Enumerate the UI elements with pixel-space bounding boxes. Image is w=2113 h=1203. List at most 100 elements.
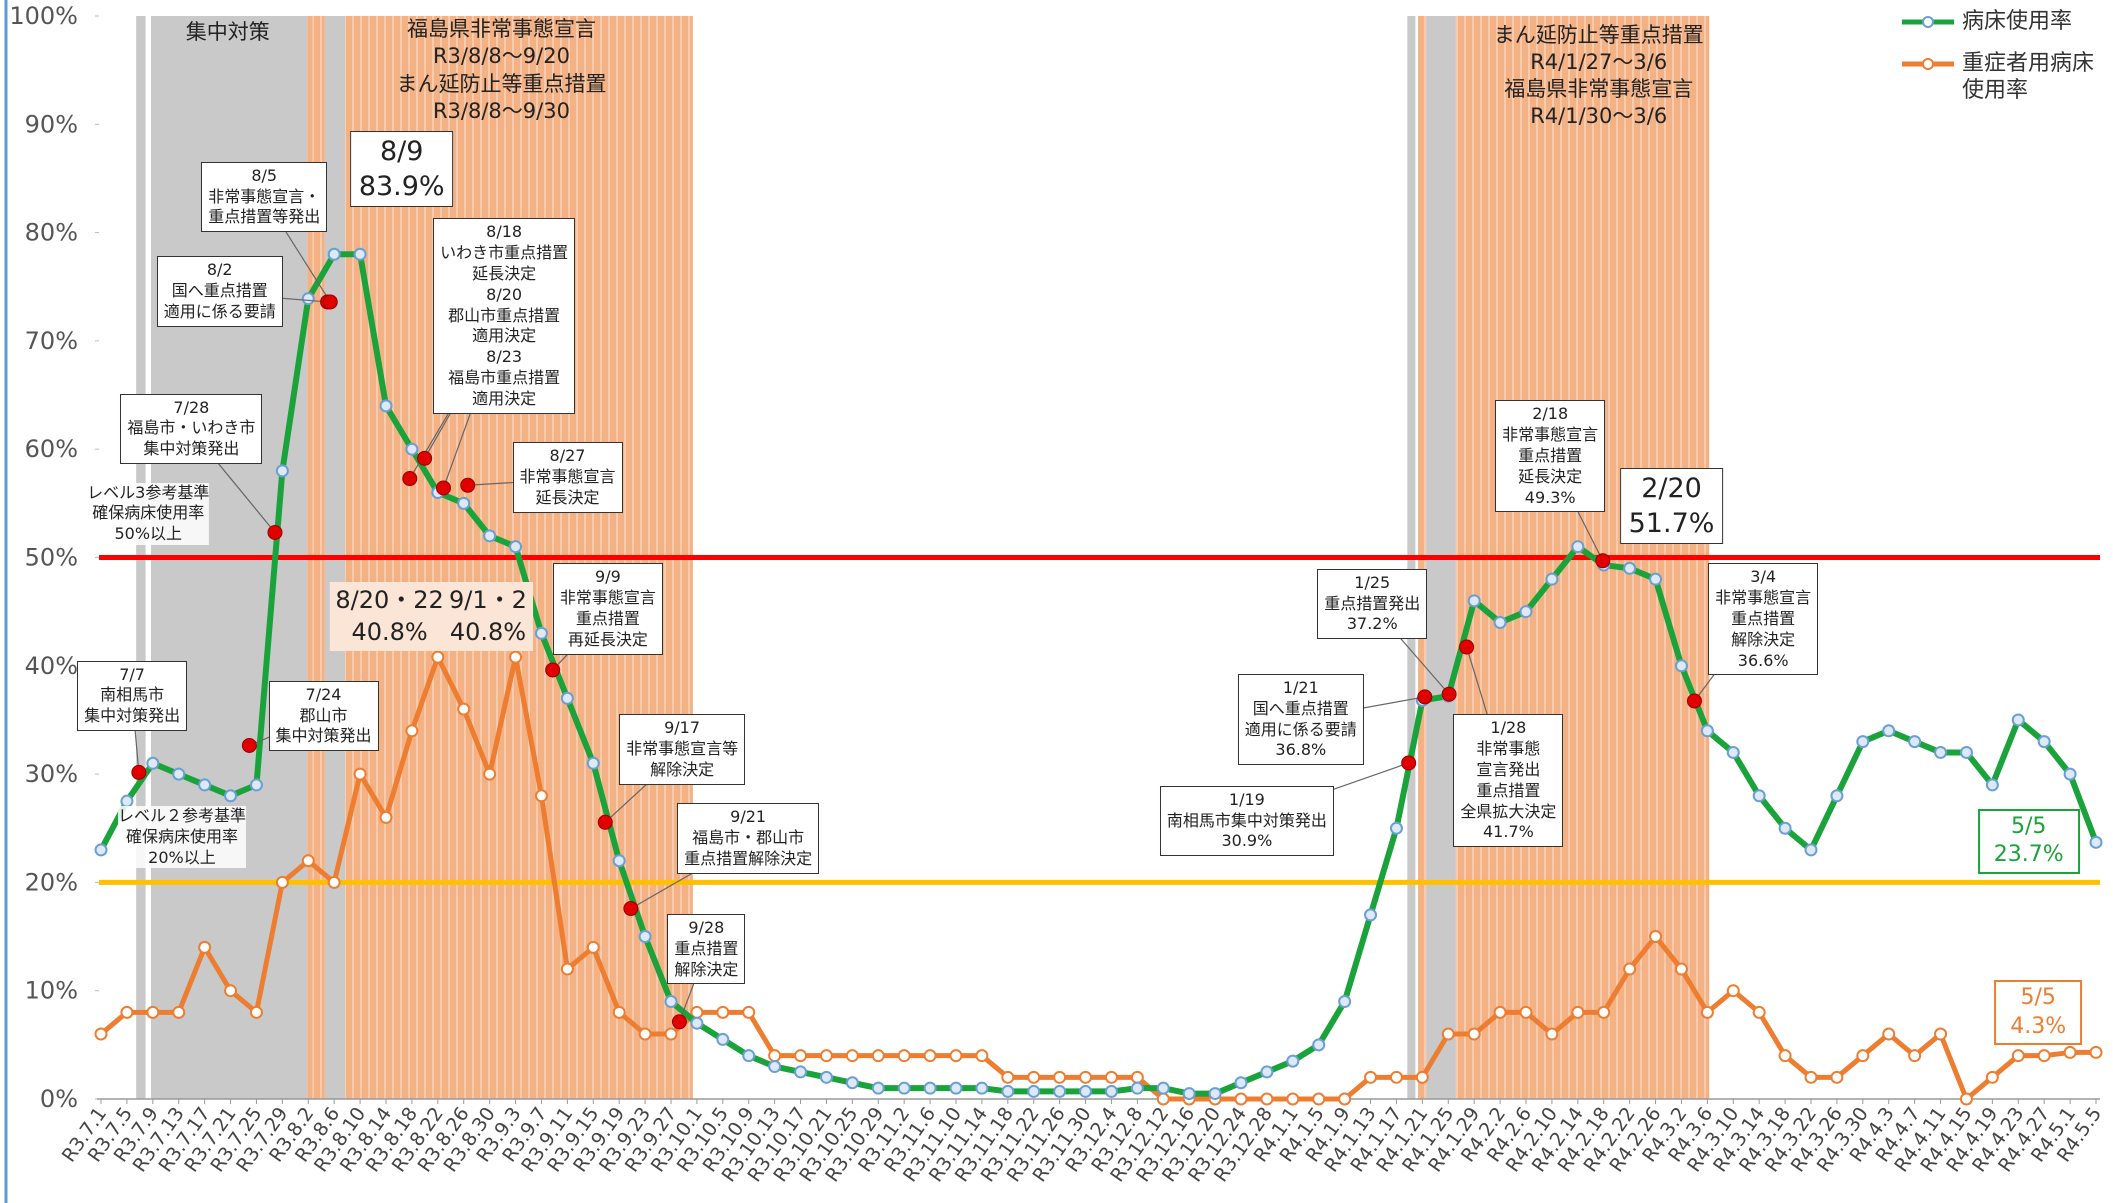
annotation-line: 適用に係る要請 [163, 301, 276, 321]
series-point [1312, 1092, 1326, 1106]
series-point [198, 778, 212, 792]
series-point [1001, 1070, 1015, 1084]
series-point [1804, 1070, 1818, 1084]
annotation-line: 福島市重点措置 [448, 367, 561, 387]
series-point [1338, 995, 1352, 1009]
series-point [1856, 735, 1870, 749]
series-point [716, 1005, 730, 1019]
series-point [1364, 1070, 1378, 1084]
annotation-line: 8/20・22 [335, 586, 444, 615]
legend: 病床使用率 重症者用病床使用率 [1900, 8, 2110, 119]
annotation-line: 重点措置 [674, 938, 739, 958]
series-point [871, 1081, 885, 1095]
series-point [301, 292, 315, 306]
y-tick-label: 40% [25, 652, 78, 680]
reference-label: レベル２参考基準 確保病床使用率 20%以上 [117, 806, 246, 869]
series-point [560, 962, 574, 976]
series-point [2011, 713, 2025, 727]
series-point [1493, 1005, 1507, 1019]
series-point [1234, 1076, 1248, 1090]
period-label-line: 福島県非常事態宣言 [406, 17, 596, 42]
event-marker [267, 524, 283, 540]
annotation-line: 集中対策発出 [275, 726, 372, 746]
series-point [923, 1049, 937, 1063]
series-point [249, 778, 263, 792]
reference-label-line: レベル２参考基準 [117, 806, 246, 826]
series-point [1441, 1027, 1455, 1041]
annotation-line: 重点措置 [1518, 445, 1583, 465]
series-point [1389, 821, 1403, 835]
series-point [1364, 908, 1378, 922]
series-point [975, 1081, 989, 1095]
reference-label-line: 確保病床使用率 [125, 826, 238, 846]
series-point [586, 756, 600, 770]
series-point [949, 1049, 963, 1063]
annotation-line: 8/5 [251, 165, 278, 185]
annotation-line: 9/17 [664, 718, 701, 738]
annotation-line: 7/7 [119, 664, 145, 684]
annotation-line: 適用決定 [472, 388, 537, 408]
series-point [768, 1049, 782, 1063]
y-tick-label: 30% [25, 760, 78, 788]
y-tick-label: 70% [25, 327, 78, 355]
series-point [198, 940, 212, 954]
series-point [1882, 1027, 1896, 1041]
annotation: 8/9 83.9% [349, 130, 454, 207]
annotation: 9/1・2 40.8% [443, 582, 533, 651]
series-point [716, 1032, 730, 1046]
period-label: 福島県非常事態宣言 R3/8/8～9/20 まん延防止等重点措置 R3/8/8～9/3… [396, 16, 606, 125]
annotation-line: 非常事態宣言 [1502, 425, 1599, 445]
annotation: 1/21 国へ重点措置 適用に係る要請 36.8% [1237, 674, 1364, 766]
series-point [1700, 724, 1714, 738]
annotation-line: 8/2 [206, 260, 233, 280]
series-point [819, 1049, 833, 1063]
annotation: 9/28 重点措置 解除決定 [667, 913, 746, 985]
series-point [1182, 1087, 1196, 1101]
series-point [2037, 735, 2051, 749]
event-marker [417, 450, 433, 466]
series-point [1674, 962, 1688, 976]
annotation: 5/5 23.7% [1977, 808, 2080, 874]
legend-swatch [1902, 57, 1954, 70]
series-point [1856, 1049, 1870, 1063]
annotation-line: 宣言発出 [1476, 760, 1541, 780]
series-point [353, 767, 367, 781]
annotation-line: 集中対策発出 [84, 706, 181, 726]
series-point [690, 1016, 704, 1030]
annotation-line: 非常事態宣言・ [208, 186, 321, 206]
series-point [1571, 1005, 1585, 1019]
annotation-line: 全県拡大決定 [1460, 801, 1557, 821]
series-point [1415, 1070, 1429, 1084]
series-point [612, 854, 626, 868]
series-line [99, 654, 2096, 1102]
legend-label: 病床使用率 [1962, 9, 2073, 34]
annotation-line: 7/28 [173, 397, 210, 417]
series-point [1260, 1092, 1274, 1106]
annotation-line: 重点措置解除決定 [684, 849, 813, 868]
annotation-line: 23.7% [1993, 842, 2064, 868]
annotation-line: 福島市・郡山市 [692, 828, 805, 848]
series-point [1079, 1084, 1093, 1098]
event-marker [460, 477, 476, 493]
annotation-line: 郡山市 [299, 705, 348, 725]
annotation-line: 解除決定 [1731, 629, 1796, 649]
series-point [1778, 821, 1792, 835]
series-point [742, 1005, 756, 1019]
series-point [1804, 843, 1818, 857]
series-point [1053, 1070, 1067, 1084]
annotation: 8/5 非常事態宣言・ 重点措置等発出 [201, 161, 328, 233]
series-point [1726, 745, 1740, 759]
series-point [1467, 1027, 1481, 1041]
annotation: 8/2 国へ重点措置 適用に係る要請 [156, 256, 283, 327]
annotation-line: 適用に係る要請 [1244, 719, 1357, 739]
annotation-line: 非常事態 [1476, 739, 1541, 759]
series-point [1338, 1092, 1352, 1106]
series-point [1104, 1070, 1118, 1084]
annotation-line: 2/18 [1532, 404, 1569, 424]
series-point [249, 1005, 263, 1019]
series-point [664, 995, 678, 1009]
annotation-line: 延長決定 [535, 487, 600, 507]
series-point [949, 1081, 963, 1095]
series-point [120, 794, 134, 808]
